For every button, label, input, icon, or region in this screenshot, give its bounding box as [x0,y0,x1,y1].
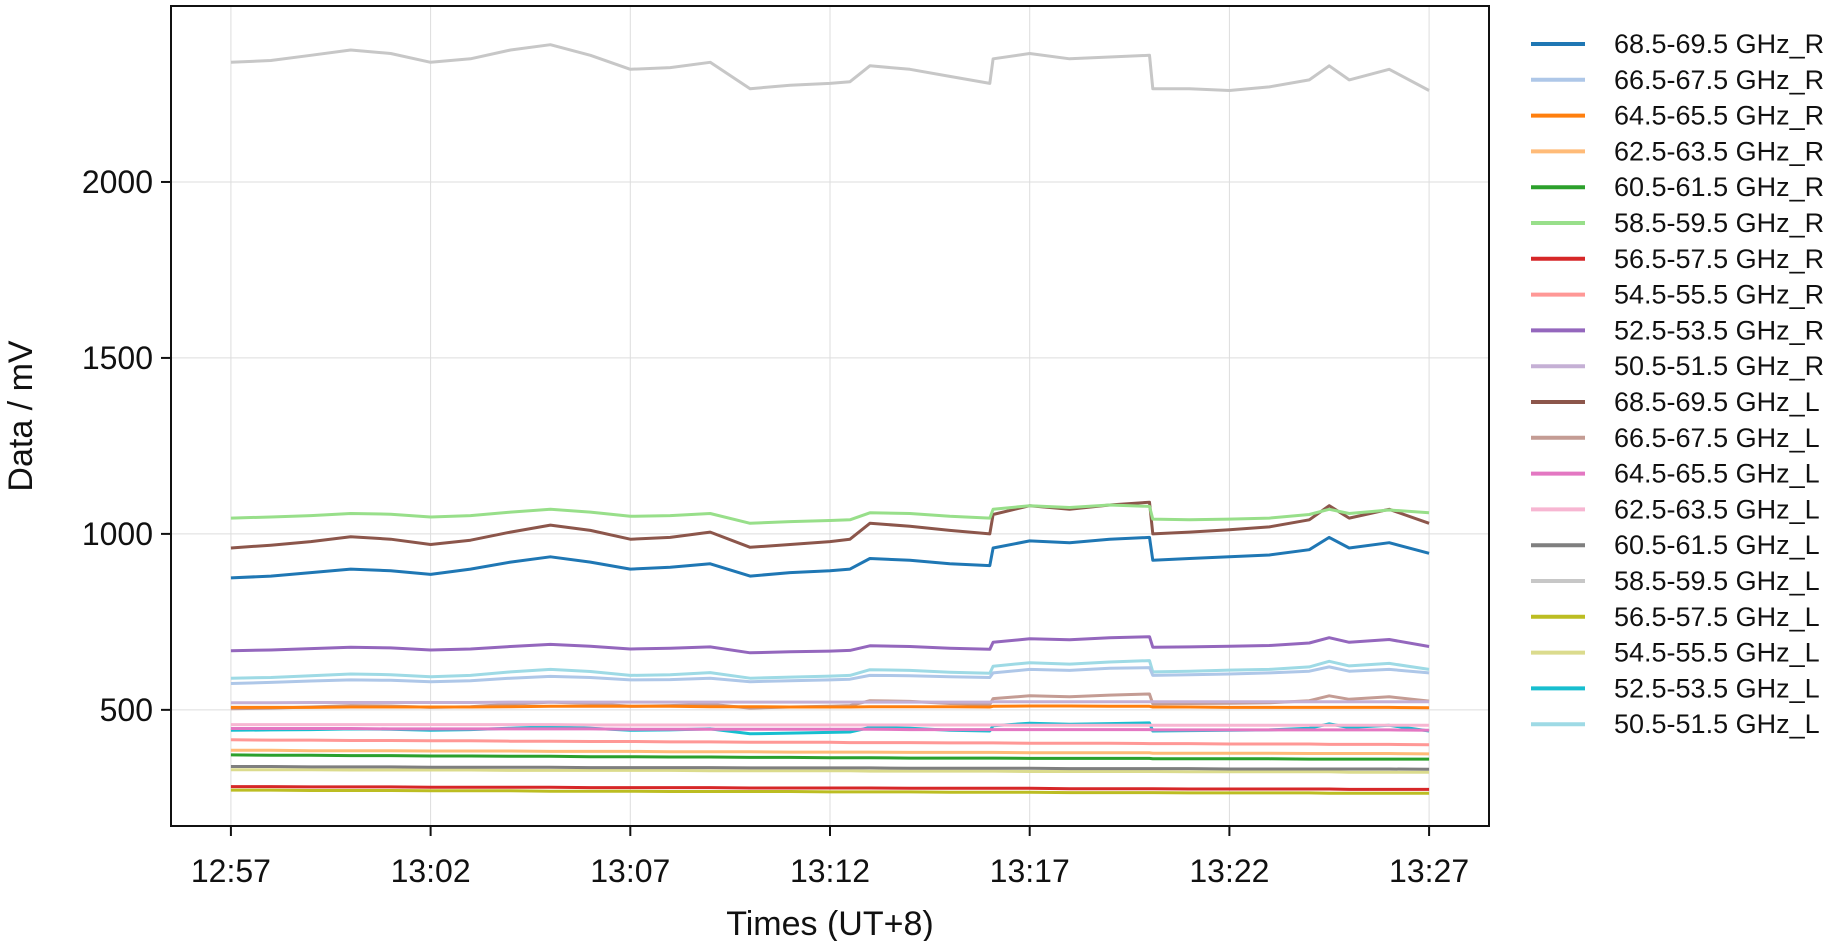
series-line-1 [230,665,1430,685]
y-tick-label: 1000 [82,516,153,552]
y-axis: 500 1000 1500 2000 [82,164,171,728]
x-tick-label: 13:12 [790,853,870,889]
x-tick-label: 13:22 [1189,853,1269,889]
legend-item: 60.5-61.5 GHz_R [1531,172,1824,202]
legend-label: 64.5-65.5 GHz_R [1614,101,1824,131]
series-line-7 [230,738,1430,747]
legend-label: 64.5-65.5 GHz_L [1614,459,1820,489]
legend-label: 54.5-55.5 GHz_L [1614,638,1820,668]
legend-item: 68.5-69.5 GHz_R [1531,29,1824,59]
legend-item: 54.5-55.5 GHz_L [1531,638,1820,668]
series-line-8 [230,635,1430,655]
legend-item: 64.5-65.5 GHz_L [1531,459,1820,489]
legend-label: 50.5-51.5 GHz_L [1614,709,1820,739]
legend-label: 50.5-51.5 GHz_R [1614,351,1824,381]
series-line-6 [230,785,1430,791]
legend-label: 56.5-57.5 GHz_R [1614,244,1824,274]
x-tick-label: 12:57 [191,853,271,889]
legend-label: 66.5-67.5 GHz_R [1614,65,1824,95]
legend-item: 58.5-59.5 GHz_L [1531,566,1820,596]
series-line-14 [230,765,1430,771]
series-line-4 [230,753,1430,761]
x-tick-label: 13:17 [990,853,1070,889]
series-line-5 [230,503,1430,525]
legend-label: 58.5-59.5 GHz_L [1614,566,1820,596]
legend-label: 68.5-69.5 GHz_R [1614,29,1824,59]
y-tick-label: 1500 [82,340,153,376]
legend-item: 56.5-57.5 GHz_R [1531,244,1824,274]
legend-item: 62.5-63.5 GHz_L [1531,494,1820,524]
x-tick-label: 13:02 [391,853,471,889]
legend-label: 54.5-55.5 GHz_R [1614,280,1824,310]
legend-label: 56.5-57.5 GHz_L [1614,602,1820,632]
series-line-3 [230,748,1430,756]
series-line-19 [230,659,1430,680]
series-lines [230,43,1430,795]
legend: 68.5-69.5 GHz_R 66.5-67.5 GHz_R 64.5-65.5 … [1531,29,1824,739]
legend-label: 60.5-61.5 GHz_L [1614,530,1820,560]
legend-label: 60.5-61.5 GHz_R [1614,172,1824,202]
y-axis-label: Data / mV [2,340,40,491]
series-line-12 [230,727,1430,732]
x-axis: 12:57 13:02 13:07 13:12 13:17 13:22 13:27 [191,826,1469,889]
legend-item: 66.5-67.5 GHz_R [1531,65,1824,95]
x-axis-label: Times (UT+8) [726,905,933,941]
legend-item: 64.5-65.5 GHz_R [1531,101,1824,131]
y-tick-label: 500 [100,692,153,728]
legend-label: 68.5-69.5 GHz_L [1614,387,1820,417]
grid [171,6,1489,826]
legend-item: 62.5-63.5 GHz_R [1531,136,1824,166]
x-tick-label: 13:27 [1389,853,1469,889]
series-line-10 [230,500,1430,550]
legend-label: 62.5-63.5 GHz_L [1614,494,1820,524]
legend-item: 52.5-53.5 GHz_R [1531,315,1824,345]
legend-item: 60.5-61.5 GHz_L [1531,530,1820,560]
series-line-0 [230,535,1430,580]
legend-item: 54.5-55.5 GHz_R [1531,280,1824,310]
series-line-16 [230,788,1430,795]
legend-item: 68.5-69.5 GHz_L [1531,387,1820,417]
legend-item: 52.5-53.5 GHz_L [1531,673,1820,703]
legend-item: 50.5-51.5 GHz_L [1531,709,1820,739]
legend-label: 52.5-53.5 GHz_R [1614,315,1824,345]
legend-item: 50.5-51.5 GHz_R [1531,351,1824,381]
legend-item: 66.5-67.5 GHz_L [1531,423,1820,453]
series-line-17 [230,768,1430,774]
legend-label: 52.5-53.5 GHz_L [1614,673,1820,703]
legend-item: 56.5-57.5 GHz_L [1531,602,1820,632]
series-line-15 [230,43,1430,92]
legend-label: 58.5-59.5 GHz_R [1614,208,1824,238]
legend-item: 58.5-59.5 GHz_R [1531,208,1824,238]
x-tick-label: 13:07 [590,853,670,889]
series-line-9 [230,700,1430,705]
y-tick-label: 2000 [82,164,153,200]
legend-label: 66.5-67.5 GHz_L [1614,423,1820,453]
legend-label: 62.5-63.5 GHz_R [1614,136,1824,166]
series-line-2 [230,704,1430,710]
series-line-13 [230,723,1430,727]
